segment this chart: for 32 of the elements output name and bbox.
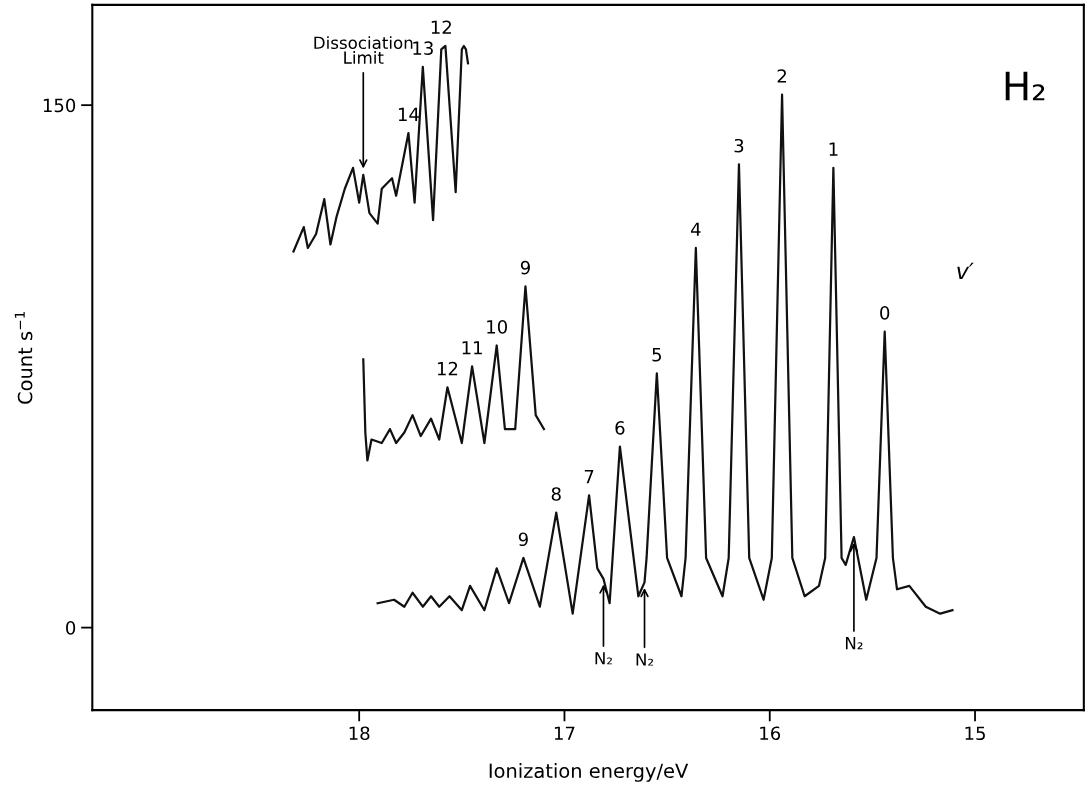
line-series — [362, 285, 546, 462]
x-tick-label: 18 — [349, 726, 370, 741]
annotation: N₂ — [845, 637, 863, 650]
annotation: 8 — [551, 487, 561, 501]
annotation: N₂ — [636, 653, 654, 666]
annotation: 11 — [462, 341, 482, 355]
annotation: N₂ — [595, 652, 612, 665]
annotation: v′ — [957, 262, 974, 279]
annotation: 13 — [413, 41, 433, 56]
annotation: 12 — [431, 20, 451, 34]
annotation: 6 — [615, 421, 625, 435]
annotation: 1 — [829, 142, 838, 156]
y-tick-label: 150 — [43, 98, 76, 113]
annotation: 5 — [652, 348, 662, 362]
annotation: 9 — [520, 260, 530, 275]
line-series — [376, 93, 954, 615]
annotation: 14 — [398, 107, 419, 121]
x-tick-label: 16 — [760, 726, 781, 741]
annotation: Dissociation Limit — [314, 36, 413, 64]
annotation: 9 — [518, 532, 528, 547]
annotation: H₂ — [1005, 71, 1045, 101]
annotation: 10 — [487, 320, 508, 334]
annotation: 0 — [880, 306, 890, 320]
annotation: 4 — [690, 222, 701, 236]
x-axis-title: Ionization energy/eV — [489, 763, 689, 782]
y-axis-title: Count s$^{−1}$ — [14, 311, 33, 404]
annotation: 12 — [437, 361, 458, 376]
x-tick-label: 15 — [965, 726, 985, 741]
annotation: 2 — [777, 69, 786, 83]
annotation: 3 — [734, 138, 744, 153]
annotation: 7 — [584, 470, 594, 484]
x-tick-label: 17 — [554, 726, 575, 740]
